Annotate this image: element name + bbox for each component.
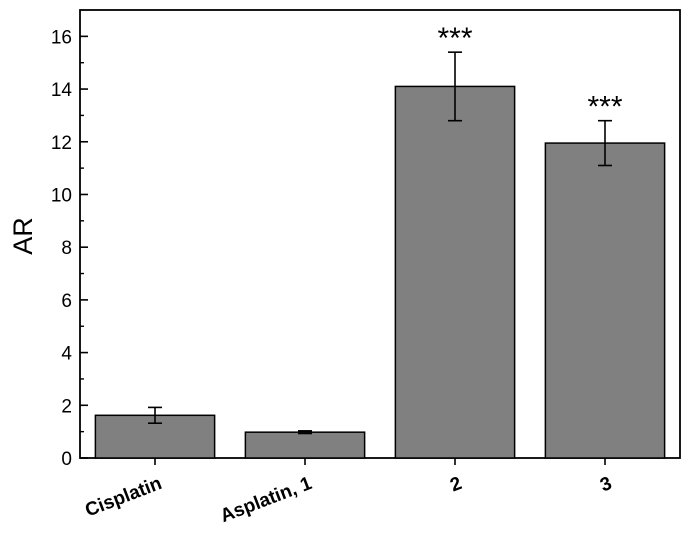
plot-frame	[79, 9, 681, 459]
y-tick-label-2: 4	[61, 344, 72, 365]
x-tick-label-2: 2	[447, 473, 464, 496]
bar-2	[394, 85, 516, 459]
bar-3	[544, 142, 666, 459]
y-tick-label-4: 8	[61, 238, 72, 259]
error-bars: *** ***	[148, 22, 623, 435]
y-tick-label-5: 10	[51, 185, 72, 206]
y-axis-title: AR	[8, 217, 38, 255]
axes: 0 2 4 6 8 10 12 14 16 Cisplatin Asplatin, 1 2 3	[51, 27, 615, 527]
bars	[94, 85, 666, 459]
y-tick-label-1: 2	[61, 396, 72, 417]
x-tick-label-3: 3	[597, 473, 614, 496]
y-tick-label-6: 12	[51, 133, 72, 154]
x-tick-label-0: Cisplatin	[82, 473, 164, 521]
y-tick-label-3: 6	[61, 291, 72, 312]
significance-label-2: ***	[437, 22, 472, 55]
x-tick-label-1: Asplatin, 1	[218, 473, 316, 527]
y-tick-label-7: 14	[51, 80, 73, 101]
y-tick-label-0: 0	[61, 449, 72, 470]
y-tick-label-8: 16	[51, 27, 72, 48]
bar-1	[244, 431, 366, 459]
significance-label-3: ***	[587, 91, 622, 124]
plot-box	[79, 9, 681, 459]
